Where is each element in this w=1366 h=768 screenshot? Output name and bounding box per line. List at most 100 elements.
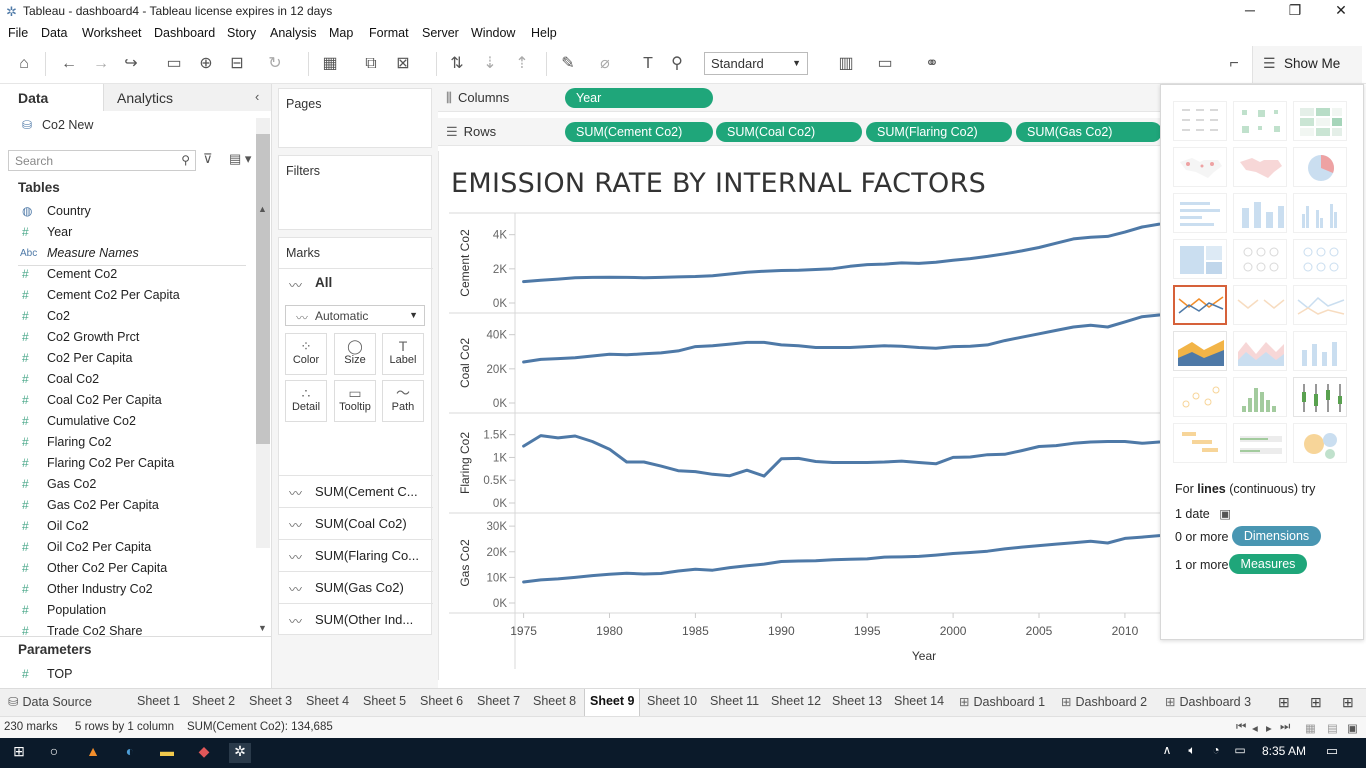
packed-bubbles-thumb[interactable]	[1293, 423, 1347, 463]
replay-icon[interactable]: ↪	[124, 55, 138, 72]
field-item[interactable]: # Flaring Co2 Per Capita	[0, 453, 255, 474]
new-datasource-icon[interactable]: ⊕	[199, 55, 213, 72]
file-explorer-icon[interactable]: ▬	[160, 743, 174, 759]
field-item[interactable]: # Gas Co2	[0, 474, 255, 495]
new-worksheet-icon[interactable]: ▦	[322, 55, 338, 72]
series-line-flaring-co2[interactable]	[522, 434, 1161, 478]
fix-axes-icon[interactable]: ⚲	[671, 55, 683, 72]
rows-pill[interactable]: SUM(Flaring Co2)	[866, 122, 1012, 142]
label-button[interactable]: T Label	[382, 333, 424, 375]
columns-shelf[interactable]: ⫼ Columns Year	[438, 84, 1160, 112]
menu-help[interactable]: Help	[531, 26, 557, 40]
menu-analysis[interactable]: Analysis	[270, 26, 317, 40]
filled-map-thumb[interactable]	[1233, 147, 1287, 187]
menu-file[interactable]: File	[8, 26, 29, 40]
filter-icon[interactable]: ⊽	[203, 151, 213, 166]
rows-pill[interactable]: SUM(Gas Co2)	[1016, 122, 1162, 142]
menu-dashboard[interactable]: Dashboard	[154, 26, 216, 40]
pause-updates-icon[interactable]: ⊟	[230, 55, 244, 72]
field-item[interactable]: # Cement Co2	[0, 264, 255, 285]
gantt-chart-thumb[interactable]	[1173, 423, 1227, 463]
side-by-side-circles-thumb[interactable]	[1293, 239, 1347, 279]
windows-start-icon[interactable]: ⊞	[13, 743, 25, 759]
tab-sheet-1[interactable]: Sheet 1	[137, 694, 181, 708]
bullet-graph-thumb[interactable]	[1233, 423, 1287, 463]
field-item[interactable]: ◍ Country	[0, 201, 255, 222]
stacked-bars-thumb[interactable]	[1233, 193, 1287, 233]
scroll-down-icon[interactable]: ▼	[258, 623, 267, 633]
series-line-coal-co2[interactable]	[522, 313, 1161, 364]
undo-icon[interactable]: ←	[61, 55, 77, 72]
pie-chart-thumb[interactable]	[1293, 147, 1347, 187]
parameter-item[interactable]: # TOP	[0, 664, 255, 685]
scatter-plot-thumb[interactable]	[1173, 377, 1227, 417]
show-mark-labels-icon[interactable]: T	[643, 55, 653, 72]
battery-icon[interactable]: ▭	[1234, 743, 1246, 757]
vlc-icon[interactable]: ▲	[86, 743, 100, 759]
paint-app-icon[interactable]: ◆	[198, 743, 210, 759]
marks-measure-row[interactable]: 〰 SUM(Gas Co2)	[279, 571, 433, 601]
menu-story[interactable]: Story	[227, 26, 257, 40]
field-item[interactable]: # Coal Co2 Per Capita	[0, 390, 255, 411]
next-page-icon[interactable]: ▸	[1266, 723, 1272, 735]
fit-dropdown[interactable]: Standard ▼	[704, 52, 808, 75]
menu-data[interactable]: Data	[41, 26, 68, 40]
volume-icon[interactable]: 🔈︎	[1188, 743, 1196, 757]
last-page-icon[interactable]: ⏭	[1280, 721, 1291, 733]
lines-continuous-thumb[interactable]	[1173, 285, 1227, 325]
series-line-gas-co2[interactable]	[522, 534, 1161, 584]
tab-sheet-4[interactable]: Sheet 4	[306, 694, 350, 708]
tab-dashboard-1[interactable]: ⊞ Dashboard 1	[959, 694, 1045, 709]
marks-measure-row[interactable]: 〰 SUM(Coal Co2)	[279, 507, 433, 537]
notifications-icon[interactable]: ▭	[1325, 743, 1339, 758]
edge-browser-icon[interactable]: ◐	[125, 743, 135, 759]
search-input[interactable]: Search ⚲	[8, 150, 196, 171]
prev-page-icon[interactable]: ◂	[1252, 723, 1258, 735]
field-item[interactable]: # Oil Co2 Per Capita	[0, 537, 255, 558]
detail-button[interactable]: ∴ Detail	[285, 380, 327, 422]
field-item[interactable]: # Coal Co2	[0, 369, 255, 390]
new-worksheet-tab-icon[interactable]: ⊞	[1278, 694, 1290, 710]
clear-sheet-icon[interactable]: ⊠	[396, 55, 410, 72]
new-story-tab-icon[interactable]: ⊞	[1342, 694, 1354, 710]
tab-sheet-7[interactable]: Sheet 7	[477, 694, 521, 708]
tab-sheet-9[interactable]: Sheet 9	[584, 689, 641, 716]
size-button[interactable]: ◯ Size	[334, 333, 376, 375]
marks-measure-row[interactable]: 〰 SUM(Other Ind...	[279, 603, 433, 633]
rows-pill[interactable]: SUM(Coal Co2)	[716, 122, 862, 142]
wifi-icon[interactable]: ◔	[1212, 743, 1220, 757]
tab-sheet-2[interactable]: Sheet 2	[192, 694, 236, 708]
dual-lines-thumb[interactable]	[1293, 285, 1347, 325]
format-workbook-icon[interactable]: ⌐	[1229, 55, 1239, 72]
tab-sheet-14[interactable]: Sheet 14	[894, 694, 945, 708]
sheet-sorter-icon[interactable]: ▣	[1347, 723, 1358, 735]
field-item[interactable]: # Gas Co2 Per Capita	[0, 495, 255, 516]
sort-descending-icon[interactable]: ⇡	[515, 55, 529, 72]
tab-sheet-10[interactable]: Sheet 10	[647, 694, 698, 708]
view-options-icon[interactable]: ▤ ▾	[229, 151, 252, 166]
show-cards-icon[interactable]: ▥	[838, 55, 854, 72]
highlight-icon[interactable]: ✎	[561, 55, 575, 72]
filmstrip-view-icon[interactable]: ▤	[1327, 723, 1338, 735]
scroll-up-icon[interactable]: ▲	[258, 204, 267, 214]
field-item[interactable]: # Cement Co2 Per Capita	[0, 285, 255, 306]
tab-dashboard-2[interactable]: ⊞ Dashboard 2	[1061, 694, 1147, 709]
tab-sheet-8[interactable]: Sheet 8	[533, 694, 577, 708]
horizontal-bars-thumb[interactable]	[1173, 193, 1227, 233]
line-chart[interactable]: 0K 2K 4K Cement Co2 0K 20K 40K Coal Co2 0K 0.5K 1K…	[439, 151, 1167, 680]
sort-ascending-icon[interactable]: ⇣	[483, 55, 497, 72]
menu-worksheet[interactable]: Worksheet	[82, 26, 142, 40]
home-icon[interactable]: ⌂	[19, 55, 29, 72]
field-item[interactable]: # Oil Co2	[0, 516, 255, 537]
columns-pill-year[interactable]: Year	[565, 88, 713, 108]
marks-measure-row[interactable]: 〰 SUM(Flaring Co...	[279, 539, 433, 569]
menu-map[interactable]: Map	[329, 26, 354, 40]
taskbar-clock[interactable]: 8:35 AM	[1262, 744, 1307, 758]
field-item[interactable]: # Population	[0, 600, 255, 621]
treemap-thumb[interactable]	[1173, 239, 1227, 279]
save-icon[interactable]: ▭	[166, 55, 182, 72]
color-button[interactable]: ⁘ Color	[285, 333, 327, 375]
heat-map-thumb[interactable]	[1233, 101, 1287, 141]
side-by-side-bars-thumb[interactable]	[1293, 193, 1347, 233]
menu-format[interactable]: Format	[369, 26, 409, 40]
